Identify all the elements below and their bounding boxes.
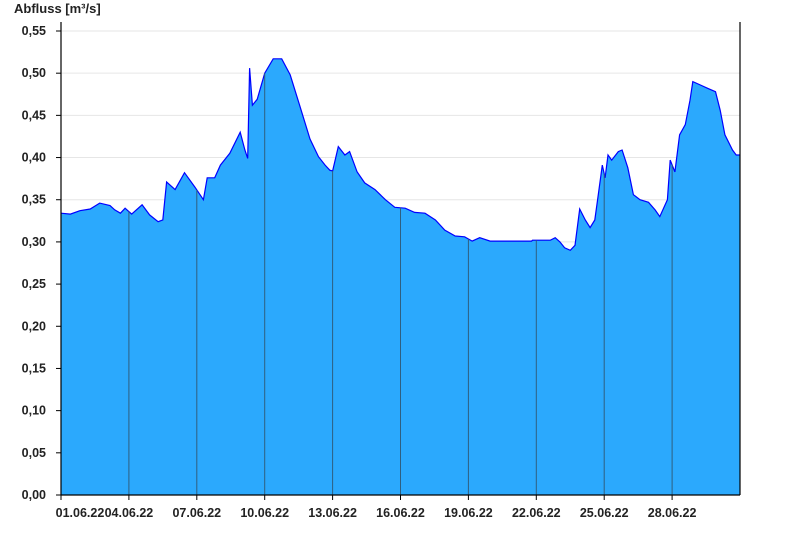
y-tick-label: 0,10 — [22, 404, 46, 418]
x-tick-label: 28.06.22 — [648, 506, 697, 520]
x-tick-label: 10.06.22 — [240, 506, 289, 520]
y-tick-labels: 0,00 0,05 0,10 0,15 0,20 0,25 0,30 0,35 0,40 0,45… — [22, 24, 46, 502]
x-tick-label: 07.06.22 — [172, 506, 221, 520]
y-tick-label: 0,35 — [22, 193, 46, 207]
y-tick-label: 0,25 — [22, 277, 46, 291]
y-tick-label: 0,55 — [22, 24, 46, 38]
y-tick-label: 0,15 — [22, 361, 46, 375]
y-tick-label: 0,45 — [22, 108, 46, 122]
y-tick-label: 0,05 — [22, 446, 46, 460]
x-tick-label: 22.06.22 — [512, 506, 561, 520]
x-tick-label: 04.06.22 — [105, 506, 154, 520]
x-tick-label: 19.06.22 — [444, 506, 493, 520]
x-tick-label: 13.06.22 — [308, 506, 357, 520]
x-tick-label: 16.06.22 — [376, 506, 425, 520]
y-tick-label: 0,50 — [22, 66, 46, 80]
y-tick-label: 0,00 — [22, 488, 46, 502]
x-tick-label: 01.06.22 — [56, 506, 105, 520]
y-tick-label: 0,40 — [22, 151, 46, 165]
x-tick-labels: 01.06.22 04.06.22 07.06.22 10.06.22 13.06.22… — [56, 506, 697, 520]
day-separators — [128, 73, 673, 495]
y-tick-label: 0,30 — [22, 235, 46, 249]
y-tick-label: 0,20 — [22, 319, 46, 333]
y-axis-title: Abfluss [m³/s] — [14, 1, 101, 16]
axes — [56, 22, 741, 500]
series-line — [60, 58, 740, 252]
x-tick-label: 25.06.22 — [580, 506, 629, 520]
